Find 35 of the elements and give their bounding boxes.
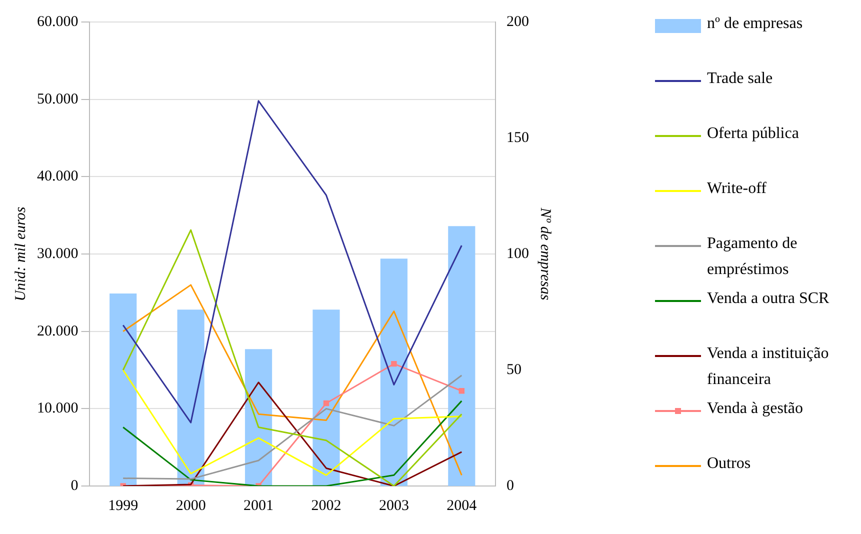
legend-label: Venda à gestão <box>707 399 803 419</box>
y-tick-label: 40.000 <box>37 168 78 185</box>
bar <box>244 349 272 486</box>
y-tick-label: 0 <box>70 478 78 494</box>
y-axis-title: Unid: mil euros <box>12 206 29 302</box>
y-tick-label: 20.000 <box>37 323 78 340</box>
y-tick-label: 10.000 <box>37 400 78 417</box>
bar <box>448 226 476 486</box>
y2-axis-title: Nº de empresas <box>537 206 554 300</box>
bar <box>380 258 408 486</box>
y2-tick-label: 150 <box>506 130 529 146</box>
x-tick-label: 2000 <box>176 498 206 514</box>
bar <box>177 310 204 486</box>
x-tick-label: 2002 <box>311 498 342 514</box>
y2-tick-label: 100 <box>506 246 529 262</box>
y-tick-label: 30.000 <box>37 246 78 262</box>
legend-label: Write-off <box>707 179 766 199</box>
legend-label: Oferta pública <box>707 124 799 144</box>
x-tick-label: 2004 <box>446 498 478 514</box>
bar <box>110 293 137 486</box>
legend-label: Venda a outra SCR <box>707 289 830 309</box>
bar <box>312 310 340 486</box>
legend-label: nº de empresas <box>707 14 803 34</box>
legend-label: Pagamento de empréstimos <box>707 234 798 280</box>
legend-label: Venda a instituição financeira <box>707 344 830 390</box>
x-tick-label: 2003 <box>378 498 409 514</box>
x-tick-label: 1999 <box>108 498 138 514</box>
legend-label: Outros <box>707 454 751 474</box>
y2-tick-label: 200 <box>506 14 529 30</box>
y2-tick-label: 50 <box>506 362 522 378</box>
y-tick-label: 50.000 <box>37 91 78 108</box>
x-tick-label: 2001 <box>244 498 274 514</box>
y2-tick-label: 0 <box>506 478 514 494</box>
y-tick-label: 60.000 <box>37 14 78 30</box>
legend-label: Trade sale <box>707 69 773 89</box>
